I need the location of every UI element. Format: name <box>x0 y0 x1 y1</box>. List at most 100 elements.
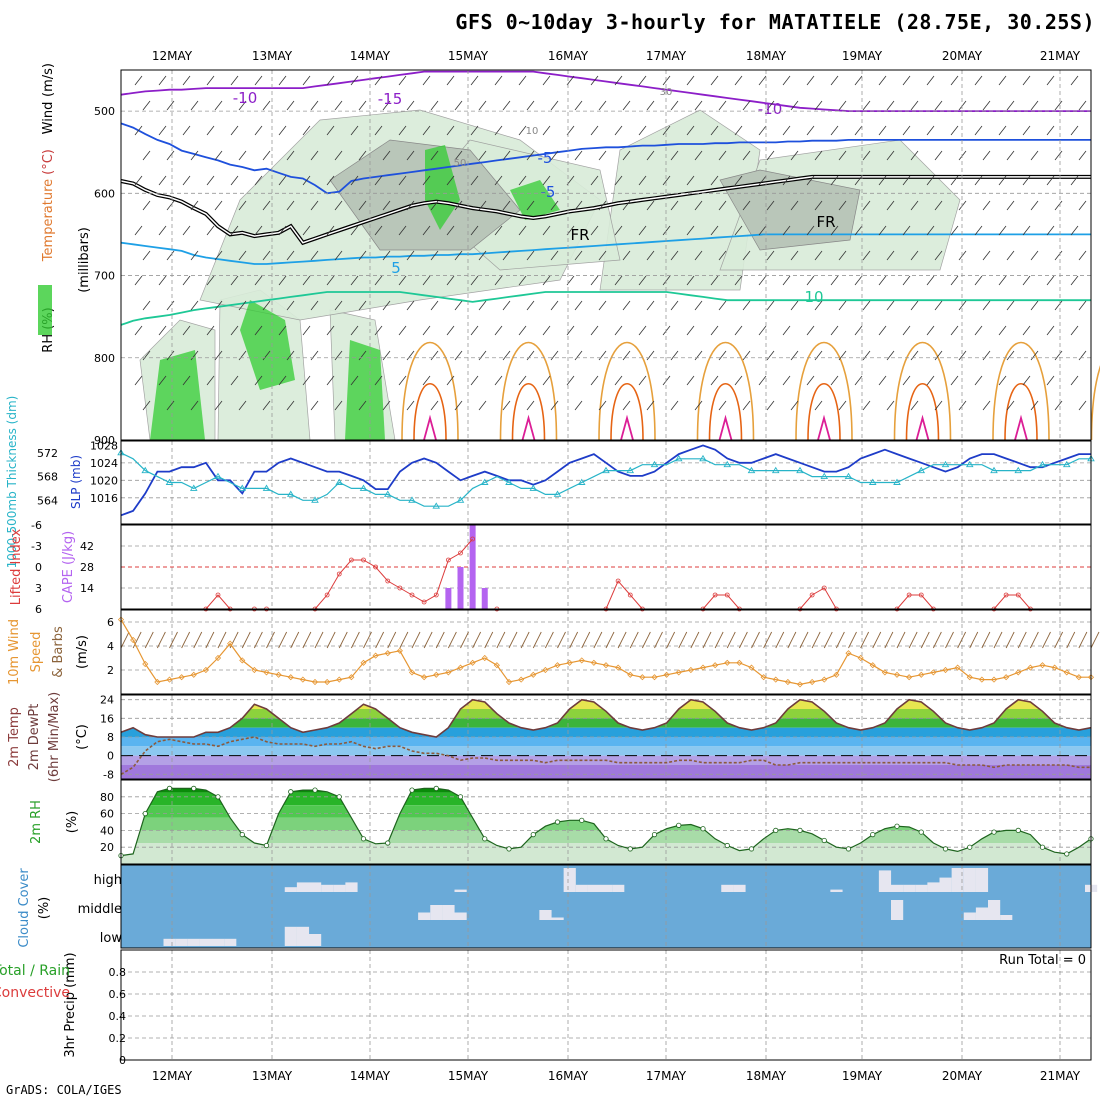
wind-barb <box>358 150 367 161</box>
wind10-marker <box>457 664 464 671</box>
wind10-barb <box>1066 631 1076 649</box>
wind-barb <box>734 225 743 236</box>
wind10-marker <box>493 662 500 669</box>
y-label-wind-unit2: (m/s) <box>75 635 90 669</box>
wind-barb <box>926 225 935 236</box>
wind-barb <box>646 350 655 361</box>
wind10-marker <box>202 666 209 674</box>
wind-barb <box>238 400 247 411</box>
wind-barb <box>742 350 751 361</box>
wind10-marker <box>809 678 816 686</box>
wind-barb <box>230 325 239 336</box>
thickness-marker <box>723 460 732 468</box>
rh-shading-high <box>150 350 205 440</box>
wind-barb <box>1054 200 1063 211</box>
thickness-marker <box>335 478 344 485</box>
wind-barb <box>790 100 799 111</box>
cloud-high-bar <box>612 884 625 892</box>
wind-barb <box>470 225 479 236</box>
rh2m-marker <box>748 846 755 852</box>
wind-barb <box>718 100 727 111</box>
thickness-marker <box>941 460 950 468</box>
y-label-barbs: & Barbs <box>51 626 66 678</box>
wind-barb <box>262 100 271 111</box>
date-label-top: 12MAY <box>152 49 193 63</box>
cloud-panel-frame <box>120 864 1092 949</box>
wind10-barb <box>751 631 760 649</box>
wind10-barb <box>1054 631 1064 649</box>
wind-barb <box>182 275 191 286</box>
wind-barb <box>238 300 247 311</box>
cape-bar <box>457 567 464 609</box>
wind-barb <box>518 75 527 86</box>
rh2m-marker <box>894 823 900 829</box>
isotherm-boundary <box>992 341 1050 441</box>
thickness-marker <box>1062 460 1071 468</box>
wind-barb <box>446 125 455 136</box>
wind-barb <box>350 325 359 336</box>
rh2m-marker <box>457 794 464 800</box>
isotherm-boundary-warm <box>905 382 940 441</box>
date-label-top: 19MAY <box>842 49 883 63</box>
wind-barb <box>862 250 871 261</box>
wind-barb <box>542 175 551 186</box>
rh2m-marker <box>312 787 318 793</box>
wind-barb <box>134 325 143 336</box>
wind-barb <box>734 325 743 336</box>
wind10-marker <box>590 659 597 666</box>
wind-barb <box>1070 325 1079 336</box>
wind-barb <box>614 125 623 136</box>
wind-barb <box>998 75 1007 86</box>
wind-barb <box>694 350 703 361</box>
wind-barb <box>758 375 767 386</box>
wind-barb <box>862 150 871 161</box>
wind-barb <box>878 125 887 136</box>
wind-barb <box>182 125 191 136</box>
lifted-tick-label: 3 <box>35 582 42 595</box>
wind-barb <box>230 375 239 386</box>
wind-barb <box>526 350 535 361</box>
wind-barb <box>998 325 1007 336</box>
rh2m-marker <box>821 837 827 844</box>
wind-barb <box>998 275 1007 286</box>
wind-barb <box>238 100 247 111</box>
wind10-marker <box>554 662 561 669</box>
wind10-marker <box>227 640 234 647</box>
wind-barb <box>734 175 743 186</box>
wind-barb <box>1070 375 1079 386</box>
thickness-marker <box>577 478 586 485</box>
y-label-speed: Speed <box>29 632 44 673</box>
wind-barb <box>1046 75 1055 86</box>
cloud-middle-bar <box>975 907 989 920</box>
rh2m-marker <box>166 785 173 792</box>
wind-barb <box>1054 100 1063 111</box>
wind-barb <box>382 200 391 211</box>
wind-barb <box>974 225 983 236</box>
wind-barb <box>590 225 599 236</box>
cloud-middle-bar <box>891 900 904 920</box>
wind-barb <box>326 175 335 186</box>
wind-barb <box>638 375 647 386</box>
wind-barb <box>1078 300 1087 311</box>
wind-barb <box>550 200 559 211</box>
thickness-marker <box>286 490 295 497</box>
wind-barb <box>638 325 647 336</box>
wind10-marker <box>845 650 852 657</box>
wind-barb <box>670 250 679 261</box>
lifted-tick-label: -6 <box>31 519 42 532</box>
lifted-index-marker <box>397 585 403 591</box>
lifted-index-line <box>896 594 934 610</box>
thickness-marker <box>990 466 998 474</box>
cloud-middle-bar <box>963 912 976 920</box>
wind-barb <box>854 375 863 386</box>
rh2m-marker <box>191 785 197 792</box>
rh2m-marker <box>336 794 342 800</box>
rh2m-marker <box>409 787 415 793</box>
wind-barb <box>166 300 175 311</box>
wind10-barb <box>1017 631 1027 649</box>
lifted-index-line <box>993 594 1031 610</box>
wind-barb <box>934 100 943 111</box>
wind10-marker <box>615 664 622 671</box>
cloud-middle-bar <box>551 917 564 920</box>
wind-barb <box>374 175 383 186</box>
